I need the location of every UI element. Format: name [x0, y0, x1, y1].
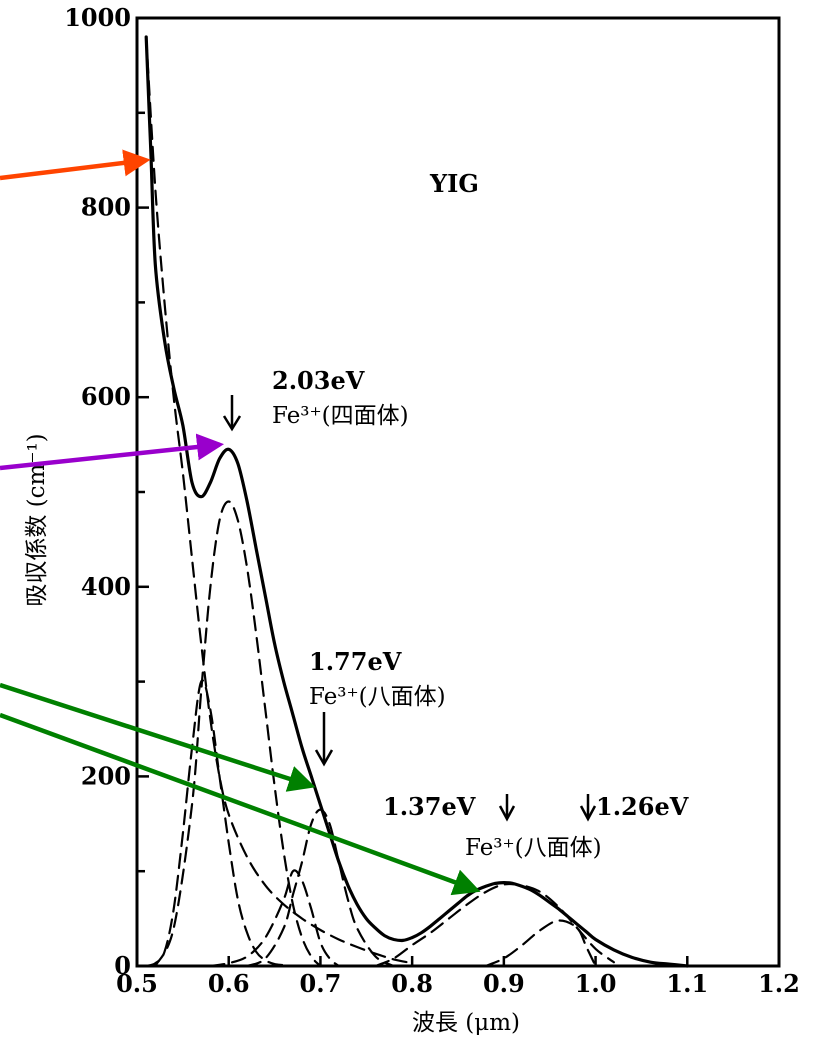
x-axis-title: 波長 (μm) [412, 1010, 520, 1036]
x-tick-label: 0.5 [116, 969, 158, 998]
x-tick-label: 0.8 [391, 969, 433, 998]
y-tick-label: 800 [81, 193, 131, 222]
series-line-component-3 [154, 500, 322, 968]
marker-arrow-1-26ev [579, 794, 597, 822]
overlay-pointer-arrow [0, 149, 151, 181]
y-tick-label: 200 [81, 761, 131, 790]
x-tick-label: 0.9 [483, 969, 525, 998]
y-axis-title: 吸収係数 (cm⁻¹) [24, 433, 50, 606]
marker-arrow-2-03ev [222, 395, 242, 432]
annotation-1-37ev: 1.37eV [383, 792, 476, 821]
series-line-component-6 [374, 882, 615, 968]
series-line-total-0 [144, 35, 689, 968]
annotation-fe-octahedral-2: Fe³⁺(八面体) [465, 835, 602, 861]
series-line-component-7 [484, 919, 597, 968]
series-line-component-1 [145, 35, 414, 965]
annotation-fe-octahedral-1: Fe³⁺(八面体) [309, 684, 446, 710]
series-line-component-4 [246, 808, 395, 968]
series-line-component-2 [145, 679, 304, 968]
overlay-pointer-arrow [0, 682, 316, 792]
x-tick-label: 1.0 [575, 969, 617, 998]
marker-arrow-1-37ev [498, 794, 516, 822]
y-tick-label: 400 [81, 572, 131, 601]
y-tick-label: 600 [81, 382, 131, 411]
overlay-pointer-arrow [0, 712, 481, 896]
x-tick-label: 0.7 [300, 969, 342, 998]
annotation-fe-tetrahedral: Fe³⁺(四面体) [272, 403, 409, 429]
annotation-1-26ev: 1.26eV [596, 792, 689, 821]
y-tick-label: 0 [114, 951, 131, 980]
annotation-1-77ev: 1.77eV [309, 647, 402, 676]
x-tick-label: 0.6 [208, 969, 250, 998]
marker-arrow-1-77ev [314, 712, 334, 767]
series-line-component-5 [209, 869, 340, 968]
annotation-yig: YIG [429, 169, 479, 198]
x-tick-label: 1.2 [758, 969, 800, 998]
overlay-pointer-arrow [0, 433, 225, 471]
y-tick-label: 1000 [64, 3, 131, 32]
plot-frame [135, 16, 781, 968]
x-tick-label: 1.1 [666, 969, 708, 998]
annotation-2-03ev: 2.03eV [272, 366, 365, 395]
